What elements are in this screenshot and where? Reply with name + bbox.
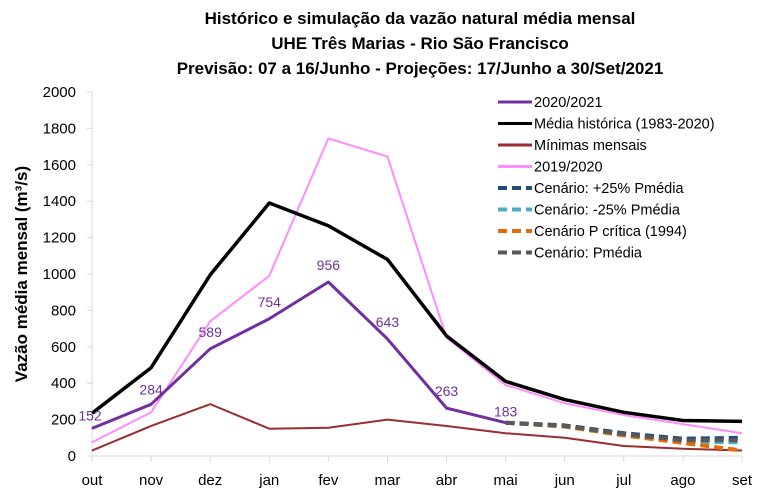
y-tick-label: 400 xyxy=(51,375,76,392)
data-label: 754 xyxy=(258,294,282,310)
x-tick-label: set xyxy=(732,472,753,489)
y-tick-label: 600 xyxy=(51,339,76,356)
data-label: 643 xyxy=(376,314,400,330)
y-tick-label: 200 xyxy=(51,412,76,429)
x-tick-label: fev xyxy=(318,472,339,489)
data-label: 589 xyxy=(199,324,223,340)
x-tick-label: abr xyxy=(436,472,458,489)
legend-entry: Mínimas mensais xyxy=(534,138,647,154)
data-label: 284 xyxy=(139,381,163,397)
data-label: 263 xyxy=(435,383,459,399)
legend: 2020/2021 Média histórica (1983-2020) Míni… xyxy=(498,95,715,262)
data-label: 183 xyxy=(494,404,518,420)
y-tick-label: 1800 xyxy=(43,120,76,137)
x-tick-label: dez xyxy=(198,472,222,489)
x-tick-label: out xyxy=(82,472,104,489)
y-tick-label: 800 xyxy=(51,302,76,319)
chart-title-line: UHE Três Marias - Rio São Francisco xyxy=(271,34,569,53)
chart-title-line: Histórico e simulação da vazão natural m… xyxy=(205,9,636,28)
legend-entry: Cenário: +25% Pmédia xyxy=(534,181,684,197)
x-tick-label: ago xyxy=(670,472,695,489)
x-tick-label: jul xyxy=(615,472,631,489)
data-label: 956 xyxy=(317,257,341,273)
series-line-m-dia-hist-rica-1983-2020 xyxy=(90,201,743,424)
legend-entry: 2020/2021 xyxy=(534,95,603,111)
y-tick-label: 1600 xyxy=(43,157,76,174)
legend-entry: Cenário: -25% Pmédia xyxy=(534,203,681,219)
legend-entry: Cenário: Pmédia xyxy=(534,246,643,262)
y-tick-label: 2000 xyxy=(43,84,76,101)
y-axis-label: Vazão média mensal (m³/s) xyxy=(12,166,31,382)
series-line-2019-2020 xyxy=(91,137,743,444)
y-tick-label: 0 xyxy=(68,448,76,465)
series-line-2020-2021 xyxy=(91,280,506,430)
data-label: 152 xyxy=(78,407,102,423)
x-tick-label: mai xyxy=(494,472,518,489)
x-tick-label: jan xyxy=(258,472,279,489)
legend-entry: 2019/2020 xyxy=(534,160,603,176)
y-tick-label: 1000 xyxy=(43,266,76,283)
y-tick-label: 1200 xyxy=(43,230,76,247)
y-tick-label: 1400 xyxy=(43,193,76,210)
x-tick-label: nov xyxy=(139,472,164,489)
legend-entry: Média histórica (1983-2020) xyxy=(534,117,715,133)
legend-entry: Cenário P crítica (1994) xyxy=(534,224,687,240)
chart-title-line: Previsão: 07 a 16/Junho - Projeções: 17/… xyxy=(177,59,664,78)
series-line-m-nimas-mensais xyxy=(91,403,743,452)
series-line-cen-rio-pm-dia xyxy=(505,420,743,443)
x-tick-label: mar xyxy=(375,472,401,489)
x-tick-label: jun xyxy=(554,472,575,489)
